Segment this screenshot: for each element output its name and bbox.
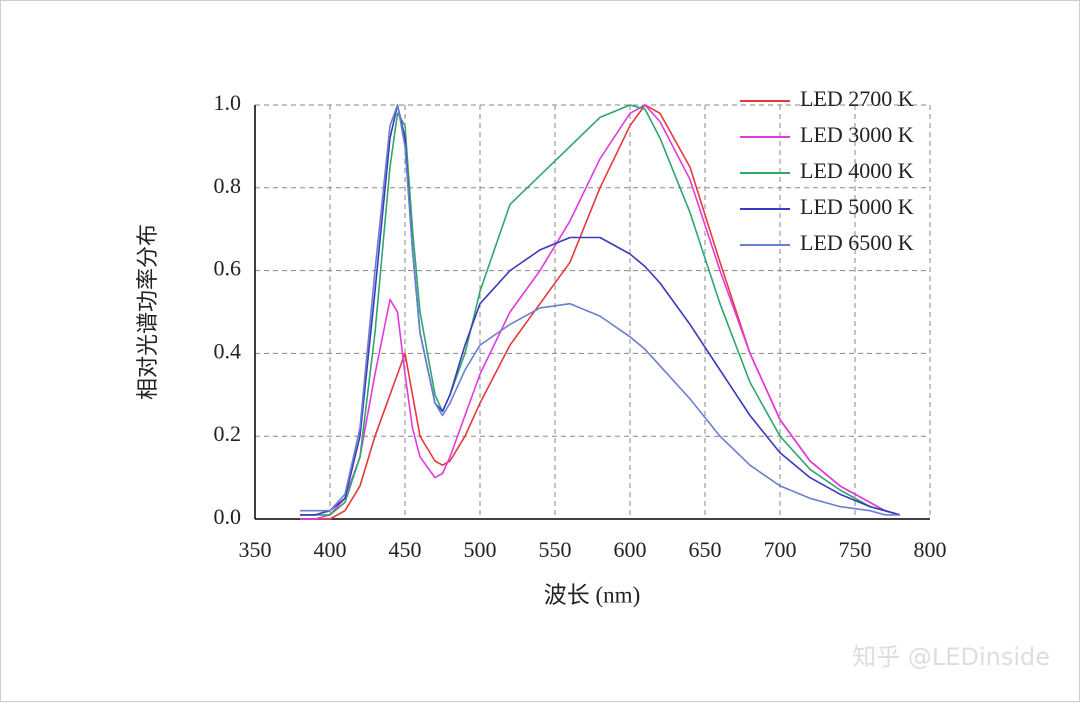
series-line xyxy=(300,104,901,516)
y-tick-label: 0.0 xyxy=(214,504,242,529)
x-tick-label: 600 xyxy=(614,537,647,562)
legend-label: LED 2700 K xyxy=(800,86,914,111)
watermark: 知乎 @LEDinside xyxy=(852,643,1050,671)
y-tick-label: 0.6 xyxy=(214,256,242,281)
x-tick-label: 550 xyxy=(539,537,572,562)
x-tick-label: 650 xyxy=(689,537,722,562)
y-axis-label: 相对光谱功率分布 xyxy=(135,224,160,400)
x-tick-label: 750 xyxy=(839,537,872,562)
x-tick-label: 700 xyxy=(764,537,797,562)
x-tick-label: 400 xyxy=(314,537,347,562)
series-line xyxy=(300,104,901,516)
y-tick-label: 0.2 xyxy=(214,421,242,446)
x-tick-label: 500 xyxy=(464,537,497,562)
legend-label: LED 5000 K xyxy=(800,194,914,219)
legend-label: LED 4000 K xyxy=(800,158,914,183)
legend-label: LED 3000 K xyxy=(800,122,914,147)
legend-label: LED 6500 K xyxy=(800,230,914,255)
y-tick-label: 1.0 xyxy=(214,90,242,115)
x-tick-label: 800 xyxy=(914,537,947,562)
x-tick-label: 350 xyxy=(239,537,272,562)
y-tick-label: 0.8 xyxy=(214,173,242,198)
series-line xyxy=(300,104,900,516)
x-axis-label: 波长 (nm) xyxy=(544,582,640,607)
x-tick-label: 450 xyxy=(389,537,422,562)
series-line xyxy=(300,104,901,520)
y-tick-label: 0.4 xyxy=(214,338,242,363)
